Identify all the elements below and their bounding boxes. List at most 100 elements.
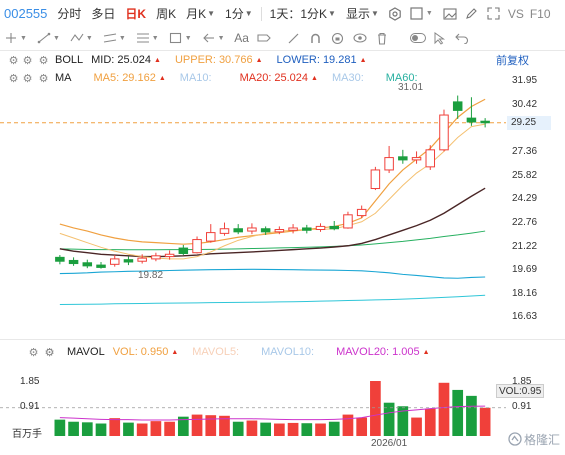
settings-icon[interactable]: ⚙ bbox=[8, 72, 19, 85]
price-adjust-button[interactable]: 前复权 bbox=[496, 55, 529, 67]
vol-label: VOL: bbox=[112, 346, 138, 358]
checkbox-icon[interactable] bbox=[406, 0, 428, 27]
undo-icon[interactable] bbox=[451, 27, 473, 49]
candle-body bbox=[96, 264, 106, 268]
candle-body bbox=[178, 247, 189, 254]
settings-icon[interactable]: ⚙ bbox=[22, 54, 33, 67]
mavol5-label: MAVOL5: bbox=[192, 346, 240, 358]
volume-bar bbox=[164, 421, 175, 436]
candle-body bbox=[151, 255, 161, 260]
settings-icon[interactable]: ⚙ bbox=[44, 346, 55, 359]
volume-bar bbox=[438, 382, 450, 436]
lock-icon[interactable] bbox=[327, 27, 349, 49]
channel-tool-icon[interactable] bbox=[99, 27, 121, 49]
settings-icon[interactable]: ⚙ bbox=[38, 72, 49, 85]
settings-icon[interactable] bbox=[384, 0, 406, 27]
price-tick: 25.82 bbox=[512, 170, 538, 181]
volume-bar bbox=[479, 407, 491, 436]
volume-bar bbox=[68, 421, 79, 436]
expand-icon[interactable] bbox=[483, 0, 505, 27]
settings-icon[interactable]: ⚙ bbox=[38, 54, 49, 67]
brush-icon[interactable] bbox=[283, 27, 305, 49]
divider bbox=[0, 50, 565, 51]
toggle-icon[interactable] bbox=[407, 27, 429, 49]
ma5-label: MA5: bbox=[93, 72, 120, 84]
volume-bar bbox=[383, 402, 395, 436]
magnet-icon[interactable] bbox=[305, 27, 327, 49]
pencil-icon[interactable] bbox=[461, 0, 483, 27]
ma20-label: MA20: bbox=[239, 72, 272, 84]
vol-tick-left: 1.85 bbox=[20, 376, 40, 387]
delete-icon[interactable] bbox=[371, 27, 393, 49]
boll-label[interactable]: BOLL bbox=[55, 54, 84, 66]
boll-mid-value: 25.024 bbox=[117, 54, 152, 66]
candle-body bbox=[288, 227, 298, 231]
volume-bar bbox=[81, 422, 93, 436]
text-tool-icon[interactable]: Aa bbox=[234, 31, 249, 45]
candle-body bbox=[425, 149, 436, 168]
tab-weekly-k[interactable]: 周K bbox=[156, 7, 177, 21]
eye-icon[interactable] bbox=[349, 27, 371, 49]
volume-bar bbox=[452, 389, 464, 436]
chevron-down-icon: ▼ bbox=[244, 9, 253, 18]
volume-bar bbox=[424, 408, 436, 436]
line-tool-icon[interactable] bbox=[33, 27, 55, 49]
settings-icon[interactable]: ⚙ bbox=[44, 346, 55, 359]
stock-code[interactable]: 002555 bbox=[4, 6, 48, 21]
ma5-line bbox=[59, 123, 486, 260]
candle-body bbox=[384, 157, 394, 171]
cursor-icon[interactable] bbox=[429, 27, 451, 49]
candle-body bbox=[370, 169, 381, 190]
current-price-tag: 29.25 bbox=[507, 116, 551, 130]
settings-icon[interactable]: ⚙ bbox=[8, 54, 19, 67]
ma20-value: 25.024 bbox=[274, 72, 309, 84]
vol-tick-right: 0.91 bbox=[512, 401, 532, 412]
volume-bar bbox=[356, 417, 368, 436]
volume-bar bbox=[150, 421, 162, 436]
volume-bar bbox=[95, 423, 107, 436]
chevron-down-icon: ▼ bbox=[85, 34, 93, 42]
volume-bar bbox=[246, 420, 258, 436]
logo-icon bbox=[508, 432, 522, 446]
divider bbox=[260, 6, 262, 21]
multi-period-dropdown[interactable]: 1天：1分K ▼ bbox=[265, 0, 341, 27]
volume-bar bbox=[370, 381, 381, 436]
image-icon[interactable] bbox=[439, 0, 461, 27]
ma60-line bbox=[59, 230, 486, 251]
current-vol-tag: VOL:0.95 bbox=[496, 384, 544, 398]
candle-body bbox=[82, 262, 93, 267]
tab-intraday[interactable]: 分时 bbox=[57, 7, 82, 21]
display-dropdown[interactable]: 显示 ▼ bbox=[341, 0, 384, 27]
tab-daily-k[interactable]: 日K bbox=[125, 7, 147, 21]
f10-button[interactable]: F10 bbox=[529, 6, 551, 21]
candle-body bbox=[439, 114, 449, 151]
ma-label[interactable]: MA bbox=[55, 72, 72, 84]
candle-body bbox=[315, 225, 326, 231]
volume-bar bbox=[123, 422, 134, 436]
settings-icon[interactable]: ⚙ bbox=[28, 346, 39, 359]
price-label-tool-icon[interactable] bbox=[253, 27, 275, 49]
price-tick: 30.42 bbox=[512, 99, 538, 110]
arrow-tool-icon[interactable] bbox=[198, 27, 220, 49]
price-tick: 16.63 bbox=[512, 311, 538, 322]
tab-monthly-k-dropdown[interactable]: 月K ▼ bbox=[181, 0, 220, 27]
arrow-up-icon: ▲ bbox=[255, 56, 263, 64]
candle-body bbox=[356, 208, 367, 217]
tab-multi-day[interactable]: 多日 bbox=[91, 7, 116, 21]
mavol-label[interactable]: MAVOL bbox=[67, 346, 105, 358]
price-tick: 31.95 bbox=[512, 75, 538, 86]
volume-bar bbox=[411, 417, 422, 436]
drawing-toolbar: ▼ ▼ ▼ ▼ ▼ ▼ ▼ Aa bbox=[0, 27, 565, 49]
vs-compare-button[interactable]: VS bbox=[507, 6, 524, 21]
settings-icon[interactable]: ⚙ bbox=[22, 72, 33, 85]
fibonacci-tool-icon[interactable] bbox=[132, 27, 154, 49]
scale-icon[interactable] bbox=[0, 27, 22, 49]
volume-bar bbox=[191, 414, 203, 436]
polyline-tool-icon[interactable] bbox=[66, 27, 88, 49]
volume-bar bbox=[219, 415, 230, 436]
arrow-up-icon: ▲ bbox=[359, 56, 367, 64]
rectangle-tool-icon[interactable] bbox=[165, 27, 187, 49]
tab-minute-dropdown[interactable]: 1分 ▼ bbox=[220, 0, 258, 27]
candle-body bbox=[55, 256, 65, 262]
